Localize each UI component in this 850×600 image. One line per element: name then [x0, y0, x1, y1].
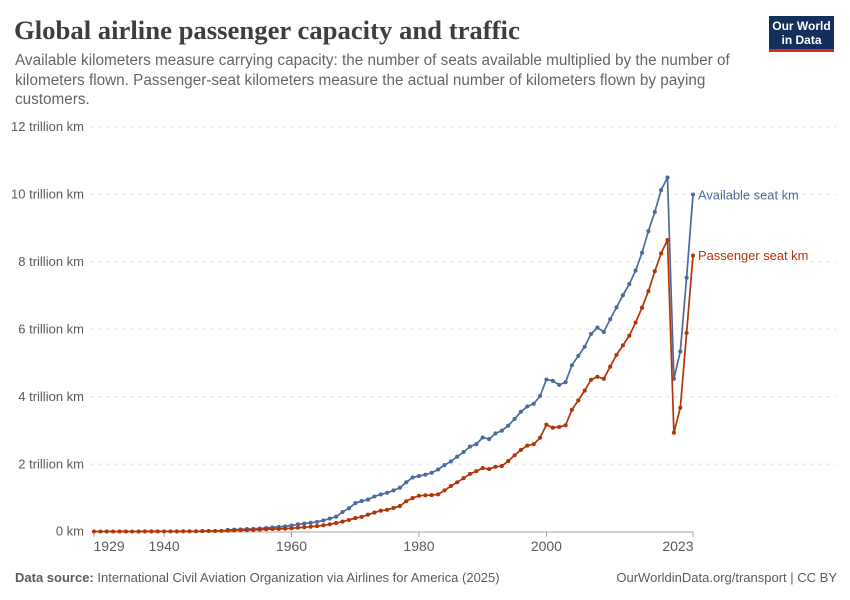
svg-text:1929: 1929 [94, 538, 125, 554]
svg-text:2023: 2023 [662, 538, 693, 554]
svg-text:8 trillion km: 8 trillion km [18, 254, 84, 269]
svg-text:2000: 2000 [531, 538, 562, 554]
svg-text:10 trillion km: 10 trillion km [11, 187, 84, 202]
svg-text:1960: 1960 [276, 538, 307, 554]
svg-text:1980: 1980 [403, 538, 434, 554]
svg-text:12 trillion km: 12 trillion km [11, 119, 84, 134]
svg-text:2 trillion km: 2 trillion km [18, 456, 84, 471]
svg-text:1940: 1940 [149, 538, 180, 554]
svg-text:4 trillion km: 4 trillion km [18, 389, 84, 404]
svg-text:0 km: 0 km [56, 524, 84, 539]
svg-text:Passenger seat km: Passenger seat km [698, 248, 808, 263]
svg-text:Available seat km: Available seat km [698, 188, 799, 203]
svg-text:6 trillion km: 6 trillion km [18, 322, 84, 337]
